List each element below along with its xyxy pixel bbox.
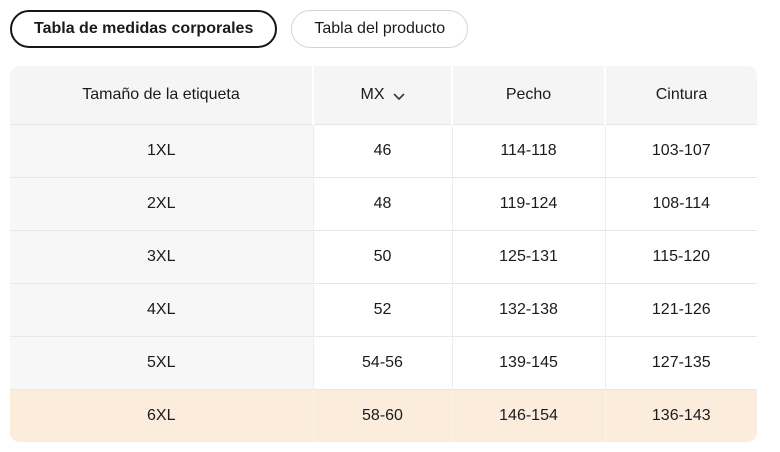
column-header-label-size: Tamaño de la etiqueta <box>10 66 313 125</box>
tab-bar: Tabla de medidas corporales Tabla del pr… <box>10 10 780 48</box>
size-guide-panel: Tabla de medidas corporales Tabla del pr… <box>10 10 780 442</box>
table-row: 5XL 54-56 139-145 127-135 <box>10 336 757 390</box>
cell-mx: 52 <box>312 283 452 337</box>
column-header-cintura: Cintura <box>604 66 757 125</box>
cell-mx: 58-60 <box>312 389 452 442</box>
cell-size: 6XL <box>10 389 313 442</box>
cell-size: 5XL <box>10 336 313 390</box>
cell-size: 4XL <box>10 283 313 337</box>
cell-pecho: 139-145 <box>451 336 605 390</box>
cell-mx: 46 <box>312 124 452 178</box>
cell-mx: 48 <box>312 177 452 231</box>
size-table: Tamaño de la etiqueta MX Pecho Cintura <box>10 66 757 442</box>
tab-product[interactable]: Tabla del producto <box>291 10 469 48</box>
cell-cintura: 121-126 <box>604 283 757 337</box>
cell-pecho: 146-154 <box>451 389 605 442</box>
cell-pecho: 132-138 <box>451 283 605 337</box>
size-system-label: MX <box>360 86 385 103</box>
cell-cintura: 103-107 <box>604 124 757 178</box>
table-row: 1XL 46 114-118 103-107 <box>10 124 757 178</box>
table-row: 2XL 48 119-124 108-114 <box>10 177 757 231</box>
table-row-highlighted: 6XL 58-60 146-154 136-143 <box>10 389 757 442</box>
cell-size: 1XL <box>10 124 313 178</box>
size-system-dropdown[interactable]: MX <box>361 86 405 104</box>
cell-pecho: 119-124 <box>451 177 605 231</box>
column-header-pecho: Pecho <box>451 66 605 125</box>
cell-cintura: 115-120 <box>604 230 757 284</box>
table-row: 4XL 52 132-138 121-126 <box>10 283 757 337</box>
chevron-down-icon <box>393 93 404 100</box>
cell-size: 2XL <box>10 177 313 231</box>
cell-mx: 50 <box>312 230 452 284</box>
cell-cintura: 127-135 <box>604 336 757 390</box>
column-header-mx: MX <box>312 66 452 125</box>
cell-cintura: 136-143 <box>604 389 757 442</box>
table-row: 3XL 50 125-131 115-120 <box>10 230 757 284</box>
tab-body-measurements[interactable]: Tabla de medidas corporales <box>10 10 278 48</box>
cell-size: 3XL <box>10 230 313 284</box>
cell-pecho: 125-131 <box>451 230 605 284</box>
size-table-grid: Tamaño de la etiqueta MX Pecho Cintura <box>10 66 757 442</box>
header-row: Tamaño de la etiqueta MX Pecho Cintura <box>10 66 757 125</box>
cell-mx: 54-56 <box>312 336 452 390</box>
cell-cintura: 108-114 <box>604 177 757 231</box>
cell-pecho: 114-118 <box>451 124 605 178</box>
